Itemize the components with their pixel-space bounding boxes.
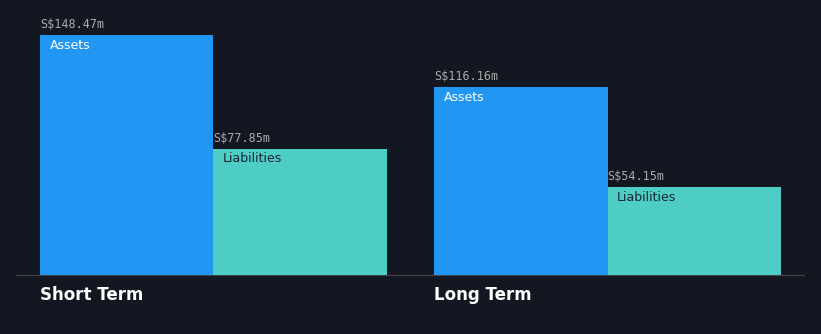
Text: Assets: Assets [443,91,484,104]
Text: Long Term: Long Term [434,286,532,304]
Text: Short Term: Short Term [40,286,144,304]
FancyBboxPatch shape [213,149,387,275]
FancyBboxPatch shape [608,187,781,275]
Text: S$116.16m: S$116.16m [434,70,498,83]
Text: Liabilities: Liabilities [617,190,677,203]
Text: S$77.85m: S$77.85m [213,132,270,145]
FancyBboxPatch shape [40,35,213,275]
Text: S$148.47m: S$148.47m [40,18,104,31]
FancyBboxPatch shape [434,88,608,275]
Text: Liabilities: Liabilities [223,152,282,165]
Text: S$54.15m: S$54.15m [608,170,664,183]
Text: Assets: Assets [49,38,90,51]
